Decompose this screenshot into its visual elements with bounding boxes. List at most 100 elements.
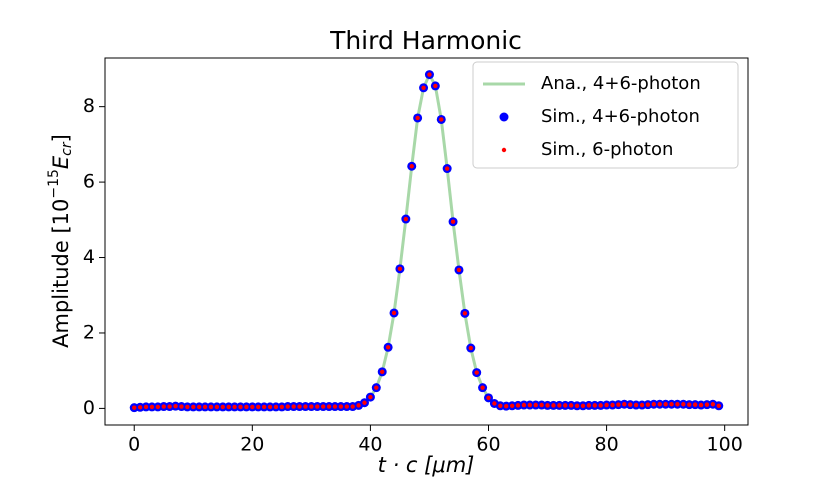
y-axis-label: Amplitude [10−15Ecr] xyxy=(46,134,75,348)
x-tick-label: 0 xyxy=(128,434,140,456)
point xyxy=(167,404,172,409)
point xyxy=(226,404,231,410)
point xyxy=(574,403,580,408)
point xyxy=(669,402,674,407)
point xyxy=(592,403,597,408)
point xyxy=(244,404,249,410)
point xyxy=(687,402,692,407)
x-tick-label: 40 xyxy=(358,434,382,456)
point xyxy=(704,402,710,407)
point xyxy=(580,403,586,408)
point xyxy=(179,404,184,409)
point xyxy=(238,404,243,410)
point xyxy=(391,310,397,316)
point xyxy=(557,403,562,408)
point xyxy=(633,402,639,408)
point xyxy=(568,403,574,408)
point xyxy=(374,385,379,390)
point xyxy=(155,404,161,410)
point xyxy=(297,404,302,409)
point xyxy=(675,402,680,407)
point xyxy=(521,402,527,408)
y-tick-label: 4 xyxy=(83,246,95,268)
point xyxy=(474,370,479,375)
point xyxy=(350,404,355,409)
point xyxy=(444,166,450,171)
point xyxy=(185,404,190,410)
x-tick-label: 80 xyxy=(594,434,618,456)
legend-label: Sim., 4+6-photon xyxy=(541,106,700,127)
point xyxy=(202,404,208,410)
point xyxy=(309,404,314,409)
point xyxy=(344,404,349,409)
point xyxy=(356,403,361,408)
point xyxy=(622,402,627,407)
point xyxy=(598,403,603,408)
point xyxy=(220,404,225,410)
x-tick-label: 20 xyxy=(240,434,264,456)
legend-label: Sim., 6-photon xyxy=(541,139,673,160)
y-label-part: Amplitude [10 xyxy=(49,199,73,348)
point xyxy=(450,219,456,224)
point xyxy=(326,404,332,409)
point xyxy=(533,402,538,408)
point xyxy=(191,404,196,410)
point xyxy=(716,403,721,408)
point xyxy=(480,385,485,390)
legend-box xyxy=(472,61,739,169)
point xyxy=(291,404,296,409)
point xyxy=(710,402,716,407)
y-tick-label: 6 xyxy=(83,171,95,193)
point xyxy=(468,345,473,351)
y-tick-label: 2 xyxy=(83,321,95,343)
point xyxy=(250,404,255,410)
point xyxy=(320,404,326,409)
point xyxy=(504,403,509,409)
point xyxy=(279,404,285,410)
point xyxy=(681,402,686,407)
point xyxy=(651,402,657,407)
point xyxy=(143,404,149,410)
point xyxy=(439,117,444,122)
point xyxy=(267,404,273,410)
point xyxy=(196,404,202,410)
point xyxy=(161,404,166,409)
point xyxy=(698,402,704,408)
point xyxy=(273,404,279,410)
y-tick-label: 0 xyxy=(83,397,95,419)
point xyxy=(492,401,497,406)
point xyxy=(303,404,308,409)
point xyxy=(486,395,491,401)
chart-title: Third Harmonic xyxy=(329,26,522,55)
point xyxy=(515,403,521,408)
point xyxy=(232,404,237,410)
point xyxy=(421,85,426,90)
point xyxy=(338,404,344,409)
point xyxy=(214,404,220,410)
point xyxy=(256,404,261,410)
point xyxy=(539,402,544,408)
point xyxy=(415,115,420,121)
point xyxy=(545,403,550,408)
point xyxy=(657,402,662,407)
point xyxy=(663,402,668,407)
point xyxy=(173,403,178,409)
point xyxy=(433,83,438,89)
point xyxy=(551,403,556,408)
point xyxy=(616,402,621,407)
y-label-sub: cr xyxy=(59,141,75,156)
point xyxy=(403,216,409,222)
legend-swatch xyxy=(501,147,507,153)
point xyxy=(527,402,533,408)
point xyxy=(639,402,645,408)
point xyxy=(397,266,403,272)
point xyxy=(132,405,137,410)
point xyxy=(498,403,503,408)
point xyxy=(149,404,155,410)
point xyxy=(368,394,373,400)
point xyxy=(332,404,338,409)
point xyxy=(692,402,698,407)
x-axis-label: t · c [μm] xyxy=(378,453,475,477)
point xyxy=(563,403,568,408)
